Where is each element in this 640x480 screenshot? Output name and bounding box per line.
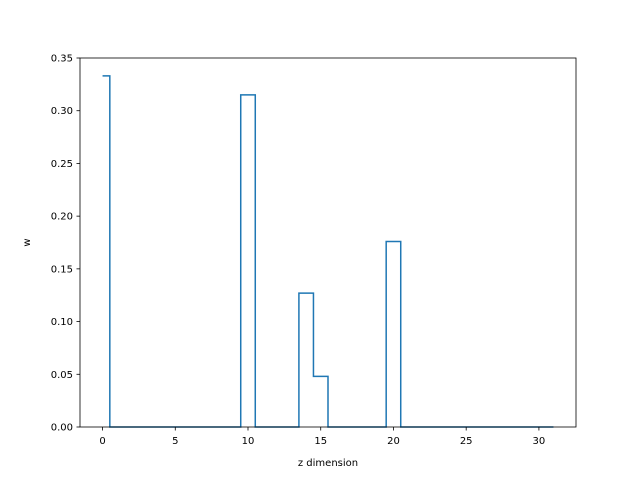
- y-tick-label: 0.30: [51, 106, 73, 117]
- y-tick-label: 0.00: [51, 423, 73, 434]
- x-axis: 0 5 10 15 20 25 30: [99, 427, 545, 447]
- x-tick-label: 20: [387, 436, 400, 447]
- y-tick-label: 0.25: [51, 159, 73, 170]
- y-tick-label: 0.15: [51, 264, 73, 275]
- y-tick-label: 0.35: [51, 54, 73, 65]
- x-tick-label: 15: [314, 436, 327, 447]
- y-tick-label: 0.20: [51, 212, 73, 223]
- axes-frame: [79, 57, 577, 428]
- x-tick-label: 30: [533, 436, 546, 447]
- x-tick-label: 10: [242, 436, 255, 447]
- y-axis: 0.00 0.05 0.10 0.15 0.20 0.25 0.30 0.35: [51, 54, 80, 434]
- x-tick-label: 5: [172, 436, 178, 447]
- y-tick-label: 0.05: [51, 370, 73, 381]
- x-axis-title: z dimension: [298, 458, 358, 469]
- x-tick-label: 0: [99, 436, 105, 447]
- y-axis-title: w: [22, 238, 33, 246]
- y-tick-label: 0.10: [51, 317, 73, 328]
- x-tick-label: 25: [460, 436, 473, 447]
